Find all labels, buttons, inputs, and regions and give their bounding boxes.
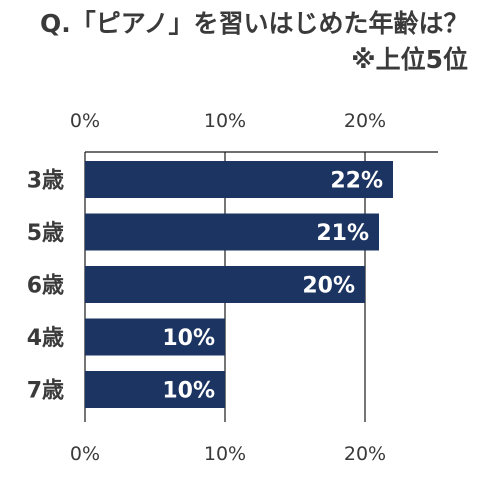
bar — [85, 371, 225, 408]
data-label: 21% — [316, 221, 369, 246]
category-label: 4歳 — [27, 326, 64, 351]
x-tick-label-bottom: 0% — [70, 443, 100, 465]
x-tick-label-top: 10% — [204, 110, 246, 132]
data-label: 20% — [302, 274, 355, 299]
chart-subtitle: ※上位5位 — [351, 45, 468, 74]
x-tick-label-bottom: 20% — [344, 443, 386, 465]
category-label: 5歳 — [27, 221, 64, 246]
category-label: 7歳 — [27, 379, 64, 404]
category-label: 6歳 — [27, 274, 64, 299]
x-tick-label-top: 20% — [344, 110, 386, 132]
x-tick-label-top: 0% — [70, 110, 100, 132]
bar — [85, 161, 393, 198]
x-tick-label-bottom: 10% — [204, 443, 246, 465]
data-label: 10% — [162, 326, 215, 351]
bar — [85, 266, 365, 303]
category-label: 3歳 — [27, 169, 64, 194]
bar — [85, 318, 225, 356]
chart-title: Q.「ピアノ」を習いはじめた年齢は？ — [40, 9, 469, 38]
data-label: 10% — [162, 379, 215, 404]
bar — [85, 213, 379, 251]
data-label: 22% — [330, 169, 383, 194]
